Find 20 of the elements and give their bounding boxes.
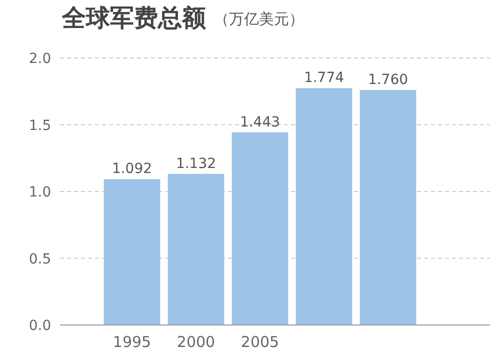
y-tick-label: 1.5 [28, 118, 52, 134]
x-tick-label: 2000 [176, 333, 216, 351]
data-label: 1.443 [240, 114, 280, 130]
data-label: 1.774 [304, 70, 344, 86]
bar [296, 88, 352, 325]
x-tick-label: 2005 [240, 333, 280, 351]
bar [232, 132, 288, 325]
y-tick-label: 1.0 [28, 184, 52, 200]
y-tick-label: 0.0 [28, 318, 52, 334]
data-label: 1.760 [368, 72, 408, 88]
chart-title: 全球军费总额 [61, 4, 207, 32]
bar [360, 90, 416, 325]
y-tick-label: 0.5 [28, 251, 52, 268]
bar [168, 174, 224, 325]
data-label: 1.092 [112, 161, 152, 178]
data-label: 1.132 [176, 156, 216, 172]
x-tick-label: 1995 [112, 333, 152, 351]
chart-subtitle: （万亿美元） [214, 10, 304, 28]
bar [104, 179, 160, 325]
y-tick-label: 2.0 [28, 51, 52, 67]
